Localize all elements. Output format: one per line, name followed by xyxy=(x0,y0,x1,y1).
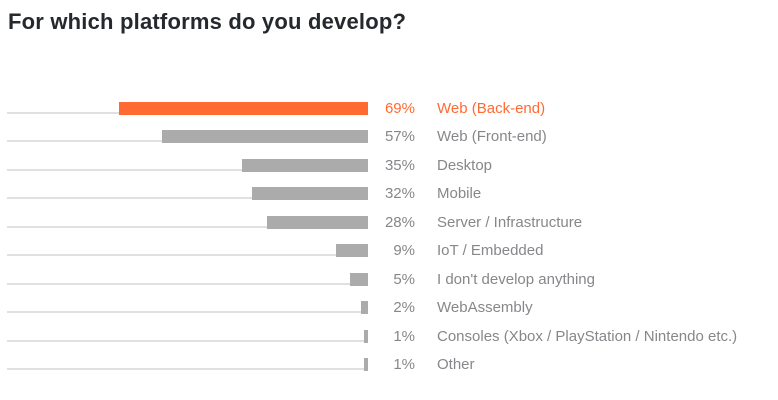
category-label: Web (Front-end) xyxy=(437,128,547,145)
bar-track xyxy=(7,216,368,229)
category-label: Web (Back-end) xyxy=(437,100,546,117)
value-label: 1% xyxy=(393,328,415,345)
bar-track xyxy=(7,187,368,200)
value-label: 2% xyxy=(393,299,415,316)
bar-row: 32% Mobile xyxy=(0,185,778,202)
value-label: 69% xyxy=(384,100,415,117)
value-label: 57% xyxy=(384,128,415,145)
category-label: WebAssembly xyxy=(437,299,533,316)
bar-row: 2% WebAssembly xyxy=(0,299,778,316)
category-label: Server / Infrastructure xyxy=(437,214,583,231)
category-label: Consoles (Xbox / PlayStation / Nintendo … xyxy=(437,328,738,345)
bar xyxy=(335,244,368,257)
bar-track xyxy=(7,301,368,314)
category-label: Mobile xyxy=(437,185,482,202)
bar-row: 9% IoT / Embedded xyxy=(0,242,778,259)
bar-row: 57% Web (Front-end) xyxy=(0,128,778,145)
bar-track xyxy=(7,102,368,115)
bar xyxy=(349,273,368,286)
bar-track-line xyxy=(7,254,368,256)
bar-row: 5% I don't develop anything xyxy=(0,271,778,288)
bar xyxy=(118,102,368,115)
bar-row: 1% Other xyxy=(0,356,778,373)
page-title: For which platforms do you develop? xyxy=(8,9,407,34)
bar xyxy=(266,216,368,229)
bar-track xyxy=(7,358,368,371)
bar xyxy=(364,358,368,371)
bar-track xyxy=(7,130,368,143)
bar xyxy=(162,130,368,143)
bar xyxy=(252,187,368,200)
bar-track-line xyxy=(7,368,368,370)
bar-track-line xyxy=(7,340,368,342)
bar-row: 28% Server / Infrastructure xyxy=(0,214,778,231)
bar-track-line xyxy=(7,169,368,171)
bar-track-line xyxy=(7,311,368,313)
bar-row: 69% Web (Back-end) xyxy=(0,100,778,117)
value-label: 32% xyxy=(384,185,415,202)
bar-track xyxy=(7,273,368,286)
bar-track-line xyxy=(7,226,368,228)
bar xyxy=(360,301,368,314)
value-label: 9% xyxy=(393,242,415,259)
category-label: IoT / Embedded xyxy=(437,242,544,259)
bar xyxy=(364,330,368,343)
value-label: 1% xyxy=(393,356,415,373)
value-label: 28% xyxy=(384,214,415,231)
category-label: Other xyxy=(437,356,475,373)
bar-row: 1% Consoles (Xbox / PlayStation / Nintend… xyxy=(0,328,778,345)
value-label: 35% xyxy=(384,157,415,174)
category-label: Desktop xyxy=(437,157,493,174)
bar xyxy=(241,159,368,172)
bar-track xyxy=(7,244,368,257)
bar-track-line xyxy=(7,283,368,285)
bar-track-line xyxy=(7,197,368,199)
bar-row: 35% Desktop xyxy=(0,157,778,174)
category-label: I don't develop anything xyxy=(437,271,595,288)
value-label: 5% xyxy=(393,271,415,288)
bar-track xyxy=(7,159,368,172)
bar-track xyxy=(7,330,368,343)
